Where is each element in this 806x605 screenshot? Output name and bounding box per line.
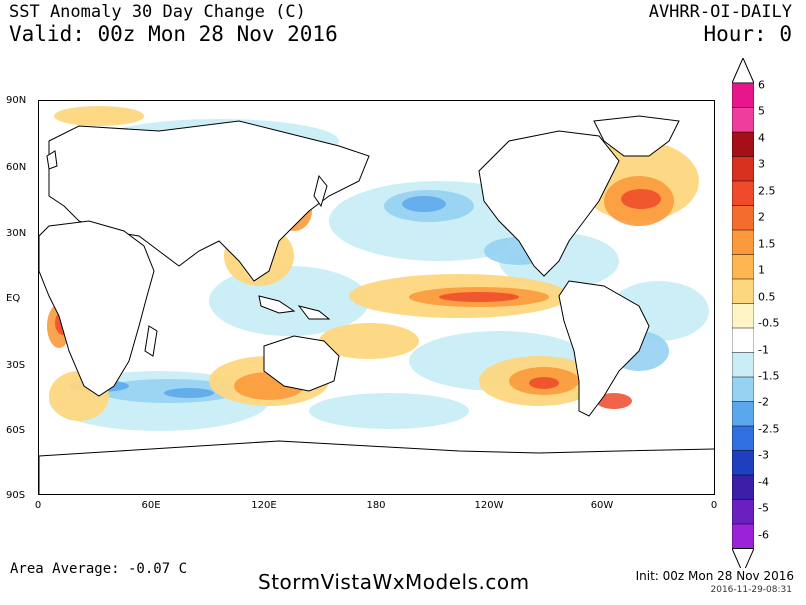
- sst-map-svg: [39, 101, 714, 494]
- colorbar-bin-13: [731, 401, 755, 427]
- lat-tick-90s: 90S: [6, 490, 26, 501]
- area-average: Area Average: -0.07 C: [10, 561, 188, 577]
- cbar-label-neg-1-5: -1.5: [758, 369, 780, 383]
- colorbar-bin-16: [731, 474, 755, 501]
- cbar-label-3: 3: [758, 157, 765, 171]
- cbar-label-1-5: 1.5: [758, 237, 776, 251]
- cbar-label-neg-2: -2: [758, 395, 769, 409]
- colorbar-bin-5: [731, 205, 755, 231]
- colorbar: [731, 56, 755, 575]
- colorbar-bin-9: [731, 303, 755, 329]
- cbar-label-neg-6: -6: [758, 528, 769, 542]
- colorbar-bin-14: [731, 425, 755, 452]
- lat-tick-30s: 30S: [6, 360, 26, 371]
- colorbar-top-arrow: [731, 56, 755, 84]
- lat-tick-60s: 60S: [6, 425, 26, 436]
- lon-tick-120w: 120W: [474, 500, 504, 511]
- cbar-label-6: 6: [758, 78, 765, 92]
- lon-tick-0: 0: [34, 500, 42, 511]
- cbar-label-neg-0-5: -0.5: [758, 316, 780, 330]
- colorbar-bin-10: [731, 327, 755, 354]
- colorbar-bin-4: [731, 180, 755, 207]
- colorbar-bottom-arrow: [731, 548, 755, 575]
- colorbar-bin-7: [731, 254, 755, 280]
- colorbar-bin-15: [731, 450, 755, 476]
- lat-tick-30n: 30N: [6, 228, 27, 239]
- lon-tick-120e: 120E: [251, 500, 277, 511]
- lat-tick-60n: 60N: [6, 162, 27, 173]
- sst-map[interactable]: [38, 100, 715, 495]
- colorbar-bin-1: [731, 107, 755, 133]
- lat-tick-90n: 90N: [6, 95, 27, 106]
- colorbar-bin-3: [731, 156, 755, 182]
- generation-timestamp: 2016-11-29-08:31: [710, 585, 793, 595]
- colorbar-bin-0: [731, 82, 755, 109]
- valid-time: Valid: 00z Mon 28 Nov 2016: [9, 22, 338, 46]
- product-name: AVHRR-OI-DAILY: [648, 2, 792, 22]
- lon-tick-60w: 60W: [590, 500, 614, 511]
- forecast-hour: Hour: 0: [703, 22, 792, 46]
- cbar-label-2-5: 2.5: [758, 184, 776, 198]
- lon-tick-180: 180: [366, 500, 386, 511]
- cbar-label-neg-4: -4: [758, 475, 769, 489]
- cbar-label-neg-1: -1: [758, 343, 769, 357]
- cbar-label-neg-3: -3: [758, 448, 769, 462]
- colorbar-bin-18: [731, 523, 755, 550]
- lat-tick-eq: EQ: [6, 293, 21, 304]
- cbar-label-neg-5: -5: [758, 501, 769, 515]
- init-time: Init: 00z Mon 28 Nov 2016: [635, 569, 794, 583]
- colorbar-bin-17: [731, 499, 755, 525]
- cbar-label-neg-2-5: -2.5: [758, 422, 780, 436]
- cbar-label-5: 5: [758, 104, 765, 118]
- land-outlines: [39, 115, 714, 494]
- cbar-label-2: 2: [758, 210, 765, 224]
- colorbar-bin-2: [731, 131, 755, 158]
- colorbar-bin-12: [731, 376, 755, 403]
- colorbar-bin-6: [731, 229, 755, 256]
- cbar-label-0-5: 0.5: [758, 290, 776, 304]
- colorbar-bin-11: [731, 352, 755, 378]
- lon-tick-60e: 60E: [141, 500, 161, 511]
- colorbar-svg: [731, 56, 755, 575]
- colorbar-bin-8: [731, 278, 755, 305]
- cbar-label-4: 4: [758, 131, 765, 145]
- lon-tick-0-east: 0: [710, 500, 718, 511]
- map-title: SST Anomaly 30 Day Change (C): [9, 2, 306, 22]
- site-watermark: StormVistaWxModels.com: [258, 570, 530, 594]
- cbar-label-1: 1: [758, 263, 765, 277]
